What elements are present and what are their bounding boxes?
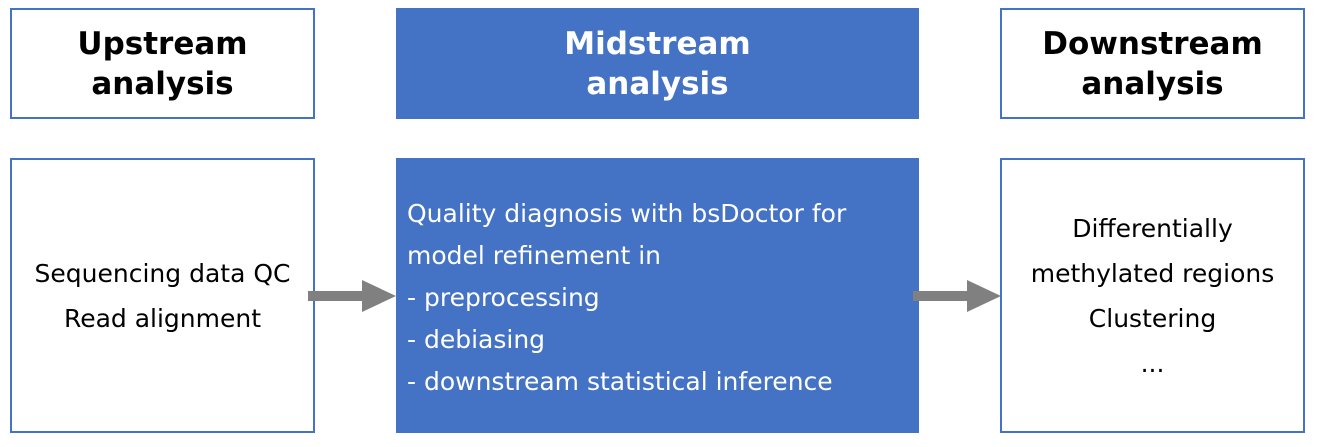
downstream-header-box: Downstream analysis (1000, 8, 1305, 119)
midstream-body-line-1: Quality diagnosis with bsDoctor for (407, 198, 847, 228)
upstream-header-title: Upstream analysis (77, 24, 247, 104)
midstream-body-line-4: - debiasing (407, 324, 546, 354)
downstream-body-line-1: Differentially (1072, 213, 1233, 243)
midstream-header-title: Midstream analysis (564, 24, 750, 104)
midstream-body-text: Quality diagnosis with bsDoctor for mode… (398, 193, 846, 403)
arrow-1-shaft (308, 291, 364, 301)
midstream-body-line-3: - preprocessing (407, 282, 600, 312)
downstream-header-line-2: analysis (1081, 65, 1224, 102)
midstream-header-line-2: analysis (586, 65, 729, 102)
downstream-body-line-2: methylated regions (1030, 258, 1275, 288)
midstream-header-line-1: Midstream (564, 25, 751, 62)
downstream-header-title: Downstream analysis (1042, 24, 1263, 104)
downstream-body-box: Differentially methylated regions Cluste… (1000, 158, 1305, 433)
midstream-body-box: Quality diagnosis with bsDoctor for mode… (396, 158, 919, 433)
midstream-body-line-5: - downstream statistical inference (407, 366, 833, 396)
downstream-body-text: Differentially methylated regions Cluste… (1031, 206, 1275, 386)
arrow-2-shaft (913, 291, 969, 301)
downstream-header-line-1: Downstream (1042, 25, 1263, 62)
midstream-header-box: Midstream analysis (396, 8, 919, 119)
upstream-header-box: Upstream analysis (10, 8, 315, 119)
downstream-body-line-4: ... (1140, 348, 1165, 378)
midstream-body-line-2: model refinement in (407, 240, 661, 270)
arrow-upstream-to-midstream (308, 280, 396, 312)
arrow-2-head (967, 280, 1001, 312)
downstream-body-line-3: Clustering (1088, 303, 1217, 333)
upstream-header-line-2: analysis (91, 65, 234, 102)
upstream-body-text: Sequencing data QC Read alignment (35, 251, 291, 341)
upstream-body-line-2: Read alignment (63, 303, 262, 333)
upstream-body-box: Sequencing data QC Read alignment (10, 158, 315, 433)
arrow-midstream-to-downstream (913, 280, 1001, 312)
arrow-1-head (362, 280, 396, 312)
upstream-body-line-1: Sequencing data QC (34, 258, 291, 288)
upstream-header-line-1: Upstream (77, 25, 248, 62)
